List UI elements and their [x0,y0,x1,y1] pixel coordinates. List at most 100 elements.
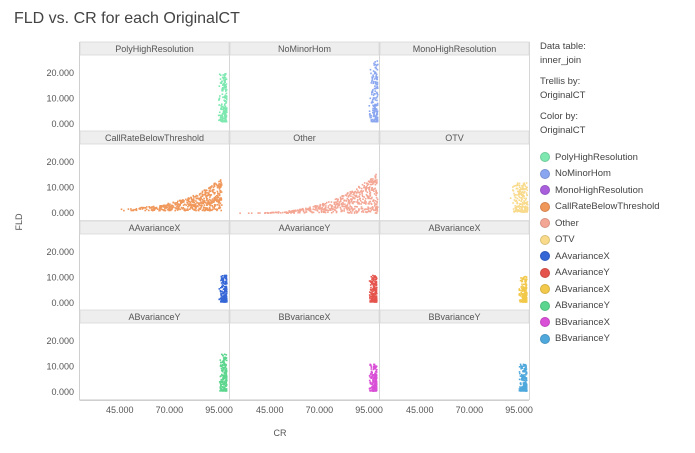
data-point [524,286,527,289]
data-point [225,375,228,378]
legend-item[interactable]: BBvarianceY [540,331,690,348]
data-point [371,181,373,184]
legend-item[interactable]: AAvarianceX [540,248,690,265]
data-point [375,290,378,292]
data-point [375,75,378,78]
data-point [279,212,282,214]
data-point [525,287,528,289]
data-point [518,294,520,296]
legend-item[interactable]: BBvarianceX [540,314,690,331]
data-point [346,205,348,207]
data-point [372,387,374,390]
data-point [200,197,202,199]
data-point [223,104,226,106]
data-point [302,209,305,212]
data-point [187,197,190,199]
data-point [218,185,220,188]
data-point [371,80,373,82]
data-point [223,353,226,356]
data-table-value[interactable]: inner_join [540,55,582,66]
data-point [339,197,342,200]
data-point [365,190,367,192]
data-point [523,188,525,190]
data-point [353,197,355,199]
legend-marker-icon [540,317,550,328]
data-point [519,386,521,388]
data-point [208,187,211,189]
data-point [518,366,521,368]
data-point [374,276,376,279]
data-point [225,95,227,98]
legend-item[interactable]: Other [540,215,690,232]
data-point [219,390,221,392]
data-point [224,389,226,392]
data-point [371,79,374,81]
data-point [349,205,351,207]
legend-item[interactable]: MonoHighResolution [540,182,690,199]
legend-item[interactable]: ABvarianceY [540,298,690,315]
data-point [522,297,524,300]
legend-item[interactable]: NoMinorHom [540,166,690,183]
data-point [519,190,522,192]
legend-item[interactable]: PolyHighResolution [540,149,690,166]
data-point [365,201,367,203]
data-point [375,73,378,76]
data-point [139,207,141,209]
legend-item[interactable]: AAvarianceY [540,265,690,282]
data-point [356,206,358,208]
data-point [225,374,228,377]
data-point [325,202,327,205]
data-point [218,98,221,100]
data-point [375,301,378,303]
data-point [525,192,528,194]
data-point [225,369,228,372]
data-point [222,119,224,122]
data-point [330,207,333,210]
data-point [374,82,377,84]
data-point [374,175,376,177]
data-point [521,283,523,286]
data-point [203,197,205,200]
data-point [373,80,375,83]
data-point [375,109,377,112]
data-point [374,90,376,92]
legend-item[interactable]: ABvarianceX [540,281,690,298]
data-point [219,381,222,383]
data-point [314,206,316,208]
data-point [213,206,215,209]
data-point [320,209,323,211]
data-point [219,78,222,80]
data-point [324,211,327,214]
data-point [374,283,377,286]
data-point [198,198,200,200]
legend-item[interactable]: CallRateBelowThreshold [540,199,690,216]
data-point [222,389,225,391]
data-point [225,290,228,293]
data-point [370,301,373,303]
data-point [369,210,372,213]
data-point [522,287,524,289]
data-point [374,387,377,390]
data-point [225,365,227,367]
legend-item[interactable]: OTV [540,232,690,249]
data-point [522,196,524,198]
data-point [159,205,162,207]
data-point [521,211,523,213]
data-point [525,298,528,301]
data-point [340,202,343,205]
data-point [375,295,378,297]
x-tick-label: 45.000 [406,405,434,415]
data-point [221,87,224,89]
data-point [368,379,371,382]
x-tick-label: 95.000 [355,405,383,415]
data-point [225,280,228,283]
data-point [517,206,520,208]
data-point [359,193,361,196]
data-point [518,388,521,390]
data-point [376,201,378,204]
color-value[interactable]: OriginalCT [540,125,586,136]
trellis-value[interactable]: OriginalCT [540,90,586,101]
data-point [372,281,374,283]
data-point [367,210,370,213]
data-point [225,289,227,292]
